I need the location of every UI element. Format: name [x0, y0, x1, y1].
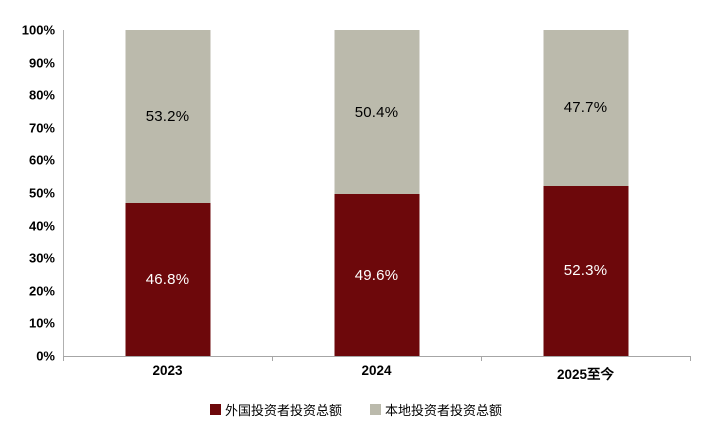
y-axis-tick-label: 40% [28, 218, 55, 234]
y-axis-line [63, 30, 64, 356]
x-axis-tick [63, 356, 64, 361]
legend-item: 外国投资者投资总额 [209, 400, 342, 419]
x-axis-category-labels: 2023 2024 2025至今 [63, 363, 690, 383]
y-axis-tick-label: 0% [36, 348, 55, 364]
bar-column: 52.3% 47.7% [543, 30, 628, 356]
plot-area: 46.8% 53.2% 49.6% 50.4% 52.3% 47.7% [63, 30, 691, 361]
y-axis-tick-label: 60% [28, 152, 55, 168]
y-axis-tick-label: 50% [28, 185, 55, 201]
bar-segment: 50.4% [334, 30, 419, 195]
bar-column: 49.6% 50.4% [334, 30, 419, 356]
legend-swatch-icon [209, 404, 221, 415]
y-axis-tick-label: 80% [28, 87, 55, 103]
chart-legend: 外国投资者投资总额 本地投资者投资总额 [0, 400, 712, 419]
x-axis-category-label: 2025至今 [556, 367, 615, 382]
bar-segment-value-label: 49.6% [354, 266, 399, 284]
bar-segment: 49.6% [334, 194, 419, 356]
x-axis-line [63, 356, 690, 357]
bar-column: 46.8% 53.2% [125, 30, 210, 356]
bar-segment: 53.2% [125, 30, 210, 204]
bar-segment: 52.3% [543, 185, 628, 356]
bar-segment-value-label: 46.8% [145, 271, 190, 289]
x-axis-tick [481, 356, 482, 361]
y-axis-tick-labels: 100% 90% 80% 70% 60% 50% 40% 30% 20% 10% 0% [0, 23, 55, 364]
bar-segment-value-label: 47.7% [563, 99, 608, 117]
x-axis-tick [272, 356, 273, 361]
bar-segment-value-label: 53.2% [145, 108, 190, 126]
bar-segment: 46.8% [125, 203, 210, 356]
bar-segment-value-label: 52.3% [563, 262, 608, 280]
y-axis-tick-label: 20% [28, 283, 55, 299]
legend-swatch-icon [370, 404, 381, 415]
legend-item: 本地投资者投资总额 [370, 400, 502, 419]
x-axis-category-label: 2024 [361, 363, 392, 378]
legend-label: 本地投资者投资总额 [385, 403, 503, 418]
y-axis-tick-label: 10% [28, 315, 55, 331]
y-axis-tick-label: 30% [28, 250, 55, 266]
bar-segment: 47.7% [543, 30, 628, 186]
y-axis-tick-label: 70% [28, 120, 55, 136]
legend-label: 外国投资者投资总额 [224, 403, 342, 418]
x-axis-category-label: 2023 [152, 363, 183, 378]
bar-segment-value-label: 50.4% [354, 103, 399, 121]
y-axis-tick-label: 90% [28, 55, 55, 71]
x-axis-tick [690, 356, 691, 361]
y-axis-tick-label: 100% [21, 22, 55, 38]
